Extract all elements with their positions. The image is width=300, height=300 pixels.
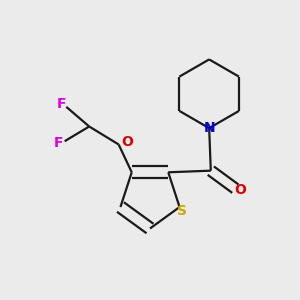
- Text: F: F: [57, 97, 66, 111]
- Text: S: S: [177, 204, 187, 218]
- Text: O: O: [235, 183, 247, 197]
- Text: F: F: [54, 136, 64, 150]
- Text: N: N: [203, 121, 215, 135]
- Text: O: O: [121, 135, 133, 149]
